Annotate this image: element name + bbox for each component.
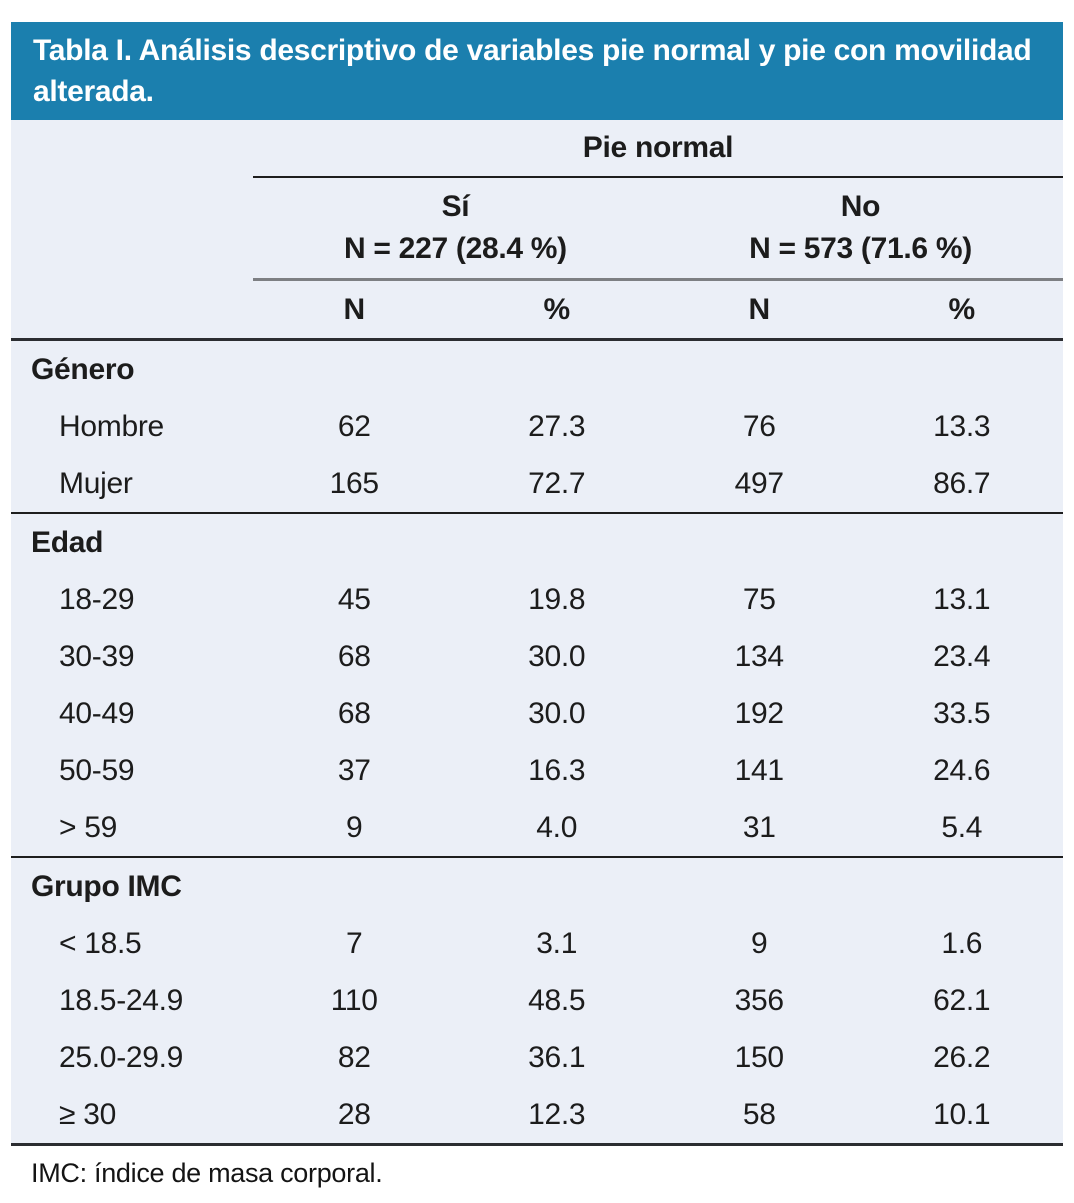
cell-value: 30.0 — [528, 639, 586, 673]
cell-value: 33.5 — [933, 696, 991, 730]
column-group-row: Sí N = 227 (28.4 %) No N = 573 (71.6 %) — [11, 177, 1063, 281]
header-corner-cell — [11, 279, 253, 341]
cell-value: 134 — [734, 639, 784, 673]
table-row: 18.5-24.9 110 48.5 356 62.1 — [11, 972, 1063, 1029]
row-label: 18.5-24.9 — [59, 983, 184, 1017]
table-header: Pie normal Sí N = 227 (28.4 %) No N = 57… — [11, 120, 1063, 341]
cell-value: 86.7 — [860, 455, 1063, 514]
row-label: > 59 — [11, 799, 253, 858]
cell-value: 28 — [252, 1086, 456, 1146]
section-header-row: Edad — [11, 513, 1063, 571]
cell-value: 13.3 — [933, 409, 991, 443]
table-row: 50-59 37 16.3 141 24.6 — [11, 742, 1063, 799]
cell-value: 141 — [734, 753, 784, 787]
cell-value: 10.1 — [860, 1086, 1063, 1146]
cell-value: 497 — [657, 455, 861, 514]
col-group-si-label: Sí — [441, 190, 470, 223]
table-container: Pie normal Sí N = 227 (28.4 %) No N = 57… — [11, 120, 1063, 1146]
row-label: ≥ 30 — [11, 1086, 253, 1146]
row-label: 40-49 — [59, 696, 135, 730]
table-row: < 18.5 7 3.1 9 1.6 — [11, 915, 1063, 972]
cell-value: 110 — [330, 983, 378, 1017]
table-body: Género Hombre 62 27.3 76 13.3 Mujer 165 72.7 497 8… — [11, 340, 1063, 1146]
descriptive-table: Pie normal Sí N = 227 (28.4 %) No N = 57… — [11, 120, 1063, 1146]
cell-value: 31 — [657, 799, 861, 858]
cell-value: 150 — [734, 1040, 784, 1074]
table-row: 25.0-29.9 82 36.1 150 26.2 — [11, 1029, 1063, 1086]
cell-value: 76 — [742, 409, 776, 443]
group-header-row: Pie normal — [11, 120, 1063, 178]
table-row: 18-29 45 19.8 75 13.1 — [11, 571, 1063, 628]
subheader-row: N % N % — [11, 279, 1063, 341]
col-group-si: Sí N = 227 (28.4 %) — [252, 177, 658, 281]
cell-value: 192 — [734, 696, 784, 730]
cell-value: 12.3 — [455, 1086, 658, 1146]
cell-value: 48.5 — [528, 983, 586, 1017]
cell-value: 4.0 — [455, 799, 658, 858]
cell-value: 3.1 — [536, 926, 578, 960]
subheader-pct-no: % — [860, 279, 1063, 341]
table-footnote: IMC: índice de masa corporal. — [31, 1158, 383, 1188]
row-label: < 18.5 — [59, 926, 142, 960]
col-group-no-count: N = 573 (71.6 %) — [749, 232, 972, 265]
col-group-no: No N = 573 (71.6 %) — [657, 177, 1063, 281]
cell-value: 9 — [751, 926, 768, 960]
subheader-n-si: N — [252, 279, 456, 341]
cell-value: 23.4 — [933, 639, 991, 673]
section-label: Grupo IMC — [31, 869, 182, 903]
cell-value: 356 — [734, 983, 784, 1017]
cell-value: 24.6 — [933, 753, 991, 787]
cell-value: 75 — [742, 582, 776, 616]
table-row: > 59 9 4.0 31 5.4 — [11, 799, 1063, 858]
row-label: 30-39 — [59, 639, 135, 673]
cell-value: 68 — [337, 696, 371, 730]
cell-value: 165 — [252, 455, 456, 514]
cell-value: 7 — [346, 926, 363, 960]
cell-value: 45 — [337, 582, 371, 616]
row-label: 50-59 — [59, 753, 135, 787]
cell-value: 72.7 — [455, 455, 658, 514]
group-header-pie-normal: Pie normal — [252, 120, 1063, 178]
cell-value: 58 — [657, 1086, 861, 1146]
subheader-n-no: N — [657, 279, 861, 341]
cell-value: 37 — [337, 753, 371, 787]
cell-value: 9 — [252, 799, 456, 858]
header-corner-cell — [11, 120, 253, 177]
cell-value: 16.3 — [528, 753, 586, 787]
subheader-pct-si: % — [455, 279, 658, 341]
row-label: 18-29 — [59, 582, 135, 616]
section-label: Edad — [31, 525, 104, 559]
cell-value: 82 — [337, 1040, 371, 1074]
row-label: Hombre — [59, 409, 164, 443]
table-title-bar: Tabla I. Análisis descriptivo de variabl… — [11, 22, 1063, 120]
cell-value: 36.1 — [528, 1040, 586, 1074]
table-title: Tabla I. Análisis descriptivo de variabl… — [33, 34, 1032, 108]
table-row: ≥ 30 28 12.3 58 10.1 — [11, 1086, 1063, 1146]
cell-value: 19.8 — [528, 582, 586, 616]
table-row: Mujer 165 72.7 497 86.7 — [11, 455, 1063, 514]
col-group-si-count: N = 227 (28.4 %) — [344, 232, 567, 265]
row-label: Mujer — [11, 455, 253, 514]
section-header-row: Grupo IMC — [11, 857, 1063, 915]
section-header-row: Género — [11, 340, 1063, 399]
cell-value: 5.4 — [860, 799, 1063, 858]
cell-value: 27.3 — [528, 409, 586, 443]
section-label: Género — [31, 352, 135, 386]
cell-value: 13.1 — [933, 582, 991, 616]
cell-value: 26.2 — [933, 1040, 991, 1074]
table-row: 40-49 68 30.0 192 33.5 — [11, 685, 1063, 742]
header-corner-cell — [11, 177, 253, 280]
table-row: 30-39 68 30.0 134 23.4 — [11, 628, 1063, 685]
cell-value: 30.0 — [528, 696, 586, 730]
cell-value: 68 — [337, 639, 371, 673]
cell-value: 62.1 — [933, 983, 991, 1017]
row-label: 25.0-29.9 — [59, 1040, 184, 1074]
cell-value: 1.6 — [941, 926, 983, 960]
col-group-no-label: No — [840, 190, 881, 223]
cell-value: 62 — [337, 409, 371, 443]
table-row: Hombre 62 27.3 76 13.3 — [11, 398, 1063, 455]
